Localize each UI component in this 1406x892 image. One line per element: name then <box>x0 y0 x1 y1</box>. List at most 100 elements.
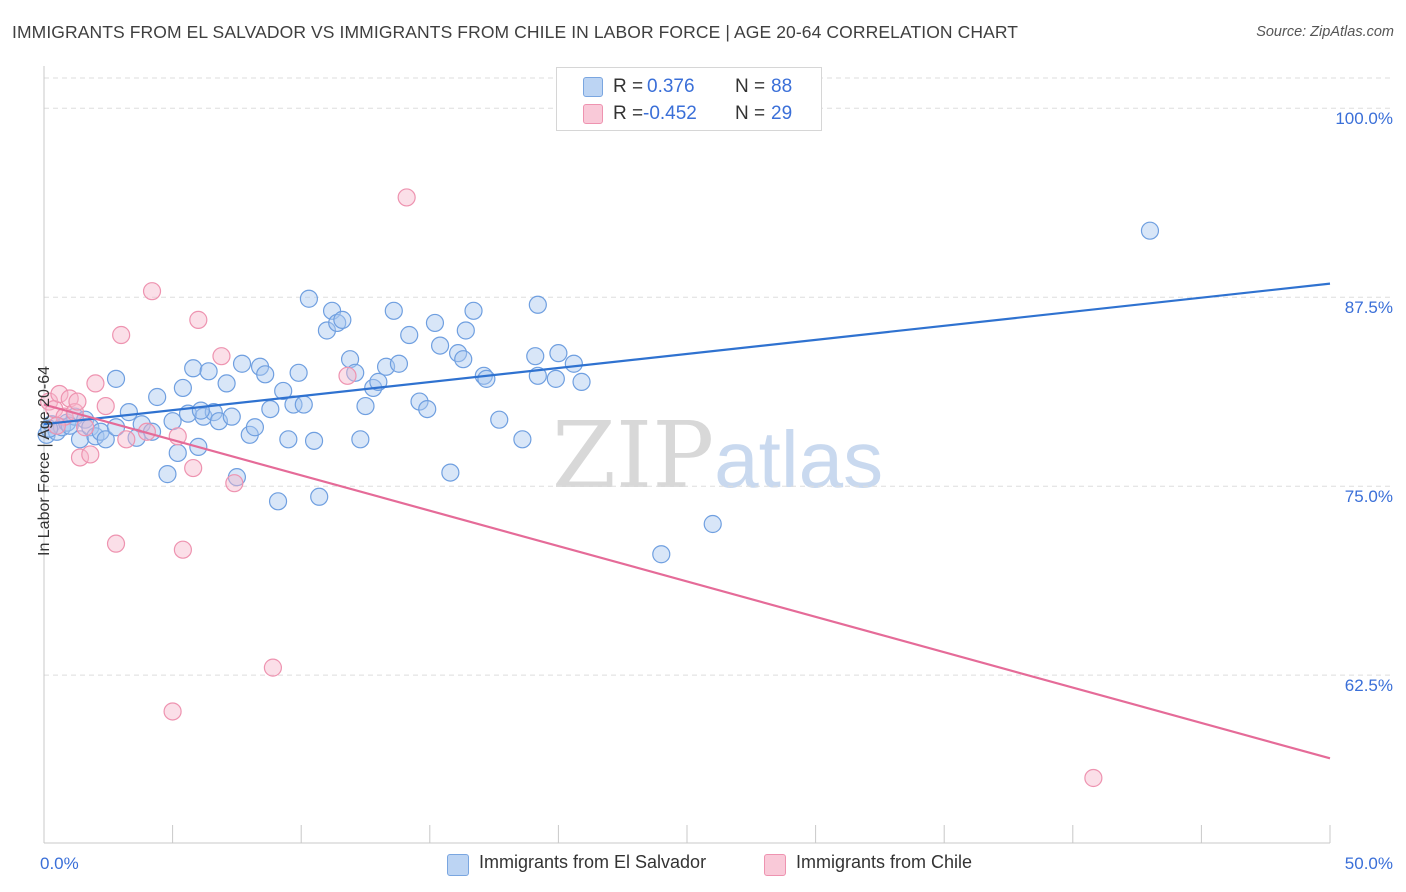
watermark: ZIPatlas <box>552 402 883 509</box>
data-point-el-salvador <box>441 463 460 482</box>
trend-line-el-salvador <box>43 282 1331 426</box>
data-point-chile <box>163 702 182 721</box>
x-tick-label: 0.0% <box>40 854 79 873</box>
data-point-chile <box>112 325 131 345</box>
bottom-legend-label: Immigrants from Chile <box>796 852 973 872</box>
data-point-el-salvador <box>317 321 337 340</box>
legend-n-value: 88 <box>771 76 793 97</box>
data-point-el-salvador <box>528 295 547 314</box>
data-point-el-salvador <box>106 369 126 388</box>
data-point-el-salvador <box>513 430 532 449</box>
data-point-el-salvador <box>158 465 177 484</box>
bottom-legend-swatch-pink <box>764 854 786 876</box>
data-point-chile <box>70 448 90 467</box>
data-point-chile <box>117 430 136 449</box>
y-tick-label: 100.0% <box>1335 109 1393 128</box>
y-tick-label: 62.5% <box>1345 676 1393 695</box>
data-point-el-salvador <box>356 396 375 416</box>
y-axis-label: In Labor Force | Age 20-64 <box>36 365 53 556</box>
tick-labels: 62.5% 75.0% 87.5% 100.0% 0.0% 50.0% <box>40 109 1393 873</box>
chart-title: IMMIGRANTS FROM EL SALVADOR VS IMMIGRANT… <box>12 22 1019 42</box>
legend-n-label: N = <box>735 76 766 97</box>
data-point-el-salvador <box>222 407 241 426</box>
data-point-el-salvador <box>163 412 182 431</box>
legend-n-value: 29 <box>771 103 793 124</box>
data-point-el-salvador <box>572 372 591 391</box>
data-point-el-salvador <box>564 354 583 373</box>
data-point-el-salvador <box>217 374 236 393</box>
data-point-el-salvador <box>70 430 90 449</box>
data-point-el-salvador <box>294 395 313 414</box>
data-point-el-salvador <box>168 443 187 463</box>
data-point-el-salvador <box>1140 221 1160 240</box>
data-point-el-salvador <box>400 325 419 345</box>
data-point-chile <box>338 366 357 385</box>
legend-r-value: 0.376 <box>647 76 695 97</box>
data-point-el-salvador <box>456 321 475 340</box>
data-point-el-salvador <box>245 418 265 437</box>
series-el-salvador <box>37 221 1160 564</box>
data-point-chile <box>106 534 126 553</box>
legend-swatch-pink <box>583 104 603 124</box>
bottom-legend-label: Immigrants from El Salvador <box>479 852 707 872</box>
trend-line-chile <box>43 403 1331 760</box>
data-point-el-salvador <box>351 430 370 449</box>
data-point-el-salvador <box>289 363 308 382</box>
data-point-el-salvador <box>274 381 293 401</box>
legend-swatch-blue <box>583 77 603 97</box>
grid-lines <box>44 77 1392 676</box>
trend-lines <box>43 282 1331 760</box>
data-point-el-salvador <box>261 399 280 419</box>
x-tick-label: 50.0% <box>1345 854 1393 873</box>
data-point-el-salvador <box>652 545 671 564</box>
data-point-el-salvador <box>119 403 138 422</box>
data-point-el-salvador <box>477 369 496 388</box>
data-point-chile <box>189 310 208 329</box>
correlation-legend: R = 0.376 N = 88 R = -0.452 N = 29 <box>556 67 822 131</box>
data-point-el-salvador <box>425 313 445 333</box>
data-point-el-salvador <box>490 410 509 429</box>
data-point-el-salvador <box>279 430 298 449</box>
legend-n-label: N = <box>735 103 766 124</box>
data-point-chile <box>86 374 105 393</box>
legend-r-value: -0.452 <box>643 103 697 124</box>
data-point-chile <box>184 458 203 478</box>
data-point-chile <box>397 188 416 207</box>
series-chile <box>40 188 1103 788</box>
data-point-el-salvador <box>546 369 565 388</box>
data-point-el-salvador <box>268 492 288 511</box>
data-point-el-salvador <box>549 344 568 363</box>
legend-r-label: R = <box>613 76 644 97</box>
data-point-el-salvador <box>191 401 210 420</box>
data-point-el-salvador <box>454 350 473 369</box>
data-point-el-salvador <box>173 378 192 398</box>
legend-r-label: R = <box>613 103 644 124</box>
data-point-el-salvador <box>304 431 324 450</box>
data-point-el-salvador <box>384 301 403 320</box>
source-note: Source: ZipAtlas.com <box>1256 24 1394 40</box>
data-point-el-salvador <box>310 487 329 506</box>
watermark-atlas: atlas <box>714 415 884 504</box>
data-point-chile <box>225 474 244 493</box>
data-point-chile <box>68 392 87 411</box>
data-point-el-salvador <box>526 347 545 366</box>
bottom-legend-swatch-blue <box>447 854 469 876</box>
data-point-el-salvador <box>232 354 252 373</box>
data-point-chile <box>142 282 162 301</box>
data-point-el-salvador <box>148 387 167 407</box>
data-point-el-salvador <box>328 313 347 333</box>
axes <box>43 66 1331 844</box>
y-tick-label: 87.5% <box>1345 298 1393 317</box>
data-point-chile <box>173 540 192 559</box>
data-point-chile <box>50 384 69 404</box>
y-tick-label: 75.0% <box>1345 487 1393 506</box>
data-point-el-salvador <box>418 399 437 419</box>
data-point-chile <box>263 658 283 677</box>
data-point-chile <box>212 347 231 366</box>
data-point-el-salvador <box>199 362 218 381</box>
data-point-el-salvador <box>389 354 409 373</box>
data-point-el-salvador <box>322 301 342 320</box>
data-point-el-salvador <box>430 336 450 355</box>
data-point-el-salvador <box>703 514 722 534</box>
